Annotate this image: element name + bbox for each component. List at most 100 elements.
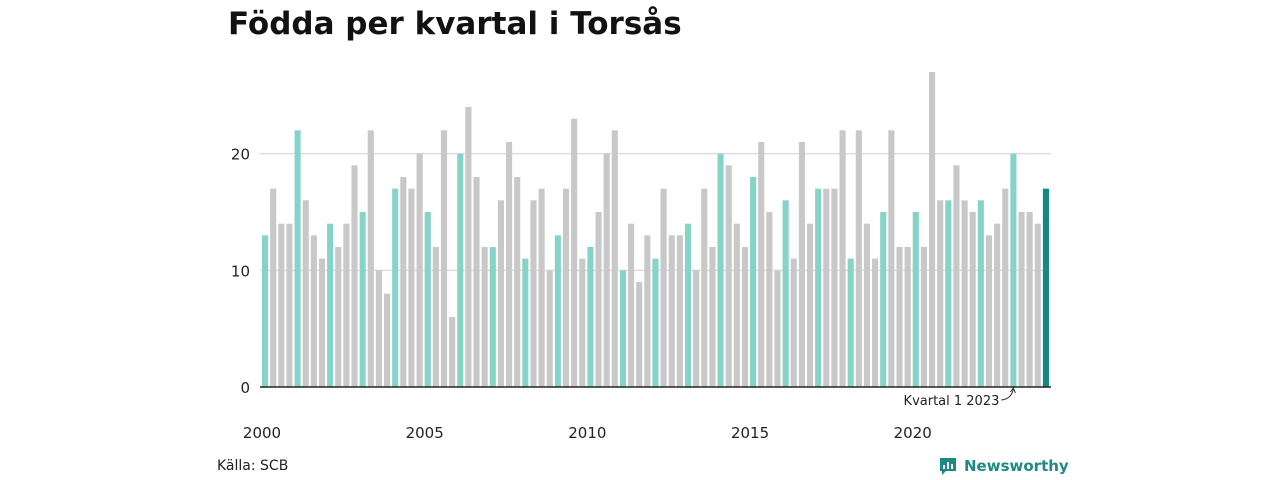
bar — [847, 258, 854, 387]
brand-logo: Newsworthy — [938, 456, 1069, 476]
bar — [571, 118, 578, 388]
bar-chart: 0 10 20 2000 2005 2010 2015 2020 Kvartal 1 202… — [231, 72, 1051, 442]
bar — [384, 293, 391, 387]
bar — [506, 142, 513, 387]
bar — [1026, 212, 1033, 387]
newsworthy-logo-icon — [940, 458, 956, 475]
bar — [449, 317, 456, 387]
bar — [367, 130, 374, 387]
source-label: Källa: SCB — [217, 458, 289, 474]
bar — [294, 130, 301, 387]
bar — [872, 258, 879, 387]
bar — [538, 188, 545, 387]
x-tick-label: 2015 — [731, 424, 769, 442]
bar — [636, 282, 643, 387]
bar — [562, 188, 570, 387]
bar — [733, 223, 740, 387]
bar — [790, 258, 797, 387]
bar — [359, 212, 366, 387]
bar — [937, 200, 944, 387]
bar — [945, 200, 952, 387]
bar — [522, 258, 529, 387]
bar — [270, 188, 277, 387]
bar — [497, 200, 504, 387]
bar — [806, 223, 814, 387]
bar — [750, 177, 757, 387]
bar — [660, 188, 667, 387]
y-tick-label: 20 — [231, 146, 250, 164]
bar — [424, 212, 431, 387]
bar — [888, 130, 895, 387]
bar — [774, 270, 781, 387]
bar — [717, 153, 724, 387]
annotation-arrowhead — [1009, 386, 1016, 394]
x-tick-label: 2000 — [243, 424, 281, 442]
bar — [546, 270, 553, 387]
bar — [327, 223, 334, 387]
bar — [644, 235, 651, 387]
bar — [896, 247, 903, 387]
bar — [375, 270, 382, 387]
annotation-arrow — [1001, 388, 1014, 401]
bar — [920, 247, 927, 387]
y-tick-label: 10 — [231, 262, 250, 280]
bar — [278, 223, 285, 387]
bar — [343, 223, 350, 387]
x-tick-label: 2010 — [568, 424, 606, 442]
bar — [335, 247, 342, 387]
bar — [701, 188, 708, 387]
x-tick-label: 2020 — [894, 424, 932, 442]
bar — [855, 130, 862, 387]
bar — [628, 223, 635, 387]
bar — [440, 130, 448, 387]
bar — [741, 247, 749, 387]
bar — [815, 188, 822, 387]
bar — [977, 200, 984, 387]
bar — [262, 235, 269, 387]
axes: 2000 2005 2010 2015 2020 — [243, 386, 1051, 442]
bar — [782, 200, 789, 387]
bar — [676, 235, 683, 387]
y-tick-label: 0 — [240, 379, 250, 397]
bar — [969, 212, 976, 387]
bar — [953, 165, 960, 387]
bar — [839, 130, 846, 387]
bar — [709, 247, 716, 387]
bar — [758, 142, 765, 387]
bar — [432, 247, 439, 387]
bar — [489, 247, 496, 387]
bar — [514, 177, 521, 387]
bar — [863, 223, 871, 387]
bar — [693, 270, 700, 387]
bar — [473, 177, 480, 387]
bar — [668, 235, 675, 387]
bar — [318, 258, 326, 387]
bar — [579, 258, 586, 387]
bar — [587, 247, 594, 387]
bar — [408, 188, 415, 387]
bar — [595, 212, 602, 387]
bar — [611, 130, 618, 387]
bar — [904, 247, 911, 387]
bar — [481, 247, 488, 387]
bar — [985, 235, 993, 387]
bar — [351, 165, 358, 387]
bar — [961, 200, 968, 387]
bar — [286, 223, 293, 387]
bar — [619, 270, 626, 387]
bar — [766, 212, 773, 387]
brand-name: Newsworthy — [964, 457, 1069, 475]
bar — [652, 258, 659, 387]
bar — [465, 107, 472, 387]
bar — [912, 212, 919, 387]
bar — [400, 177, 407, 387]
bar — [603, 153, 610, 387]
bar — [994, 223, 1001, 387]
chart-title: Födda per kvartal i Torsås — [228, 6, 682, 42]
bar — [1010, 153, 1017, 387]
bar — [798, 142, 805, 387]
bar — [530, 200, 537, 387]
bars — [262, 72, 1049, 388]
bar — [457, 153, 464, 387]
bar — [554, 235, 561, 387]
